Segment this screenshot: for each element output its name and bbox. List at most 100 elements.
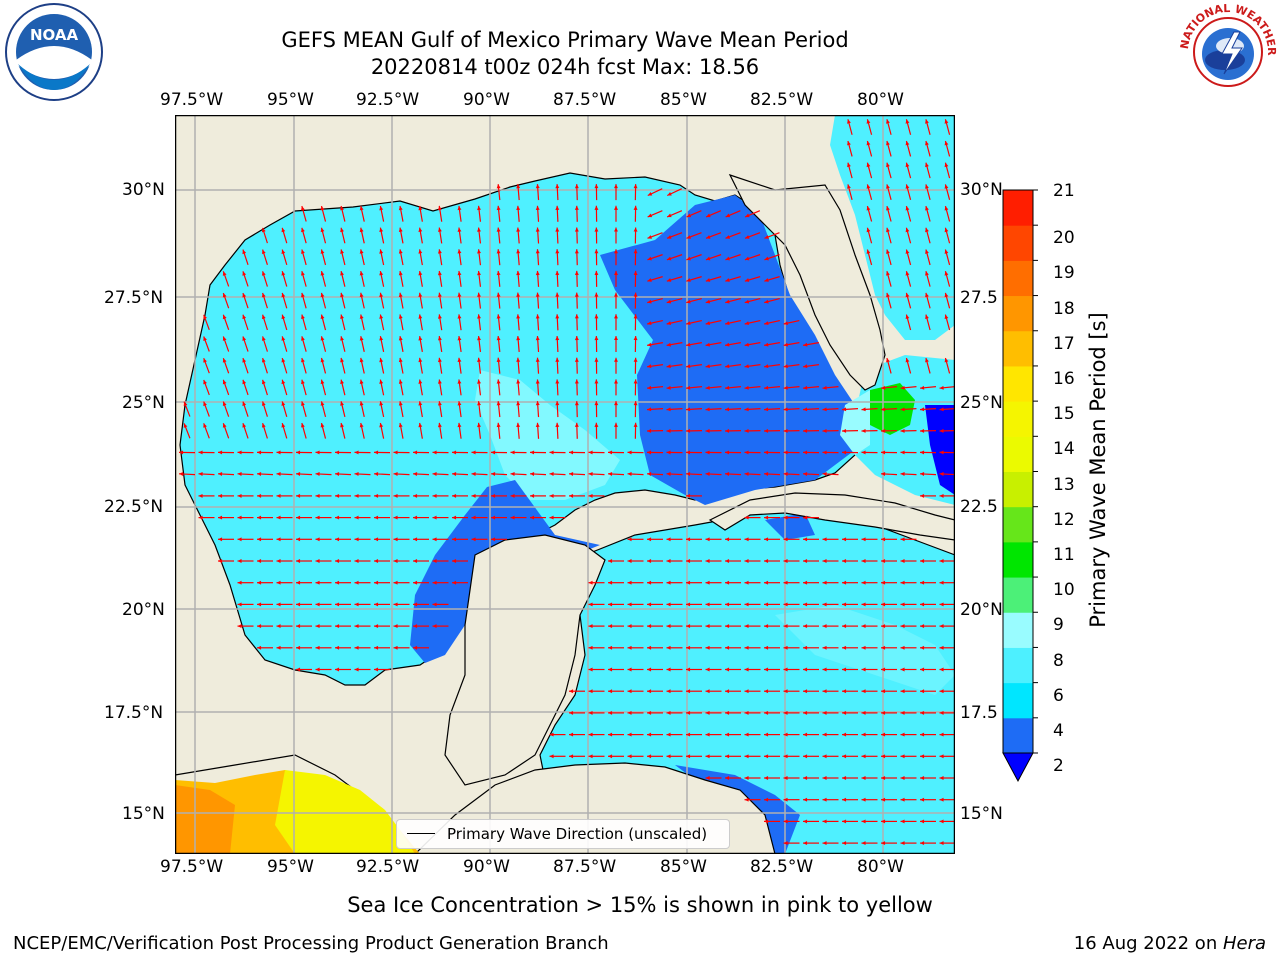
wave-arrow	[535, 184, 540, 201]
wave-arrow	[257, 559, 273, 563]
wave-arrow	[569, 493, 585, 498]
wave-arrow	[686, 298, 702, 304]
wave-arrow	[919, 472, 937, 476]
wave-arrow	[764, 689, 780, 694]
wave-arrow	[477, 379, 482, 396]
wave-arrow	[477, 205, 482, 222]
wave-arrow	[900, 667, 917, 672]
wave-arrow	[608, 580, 624, 585]
wave-arrow	[705, 276, 722, 282]
wave-arrow	[496, 184, 501, 201]
wave-arrow	[802, 364, 820, 369]
wave-arrow	[647, 689, 663, 694]
lon-tick-bottom: 82.5°W	[750, 857, 814, 877]
wave-arrow	[432, 450, 449, 455]
wave-arrow	[944, 271, 951, 287]
wave-arrow	[354, 667, 371, 672]
wave-arrow	[281, 292, 288, 309]
wave-arrow	[633, 270, 638, 287]
wave-arrow	[594, 205, 599, 222]
wave-arrow	[614, 422, 618, 439]
wave-arrow	[783, 819, 800, 824]
wave-arrow	[457, 314, 462, 331]
wave-arrow	[647, 624, 663, 629]
lat-tick-left: 17.5°N	[104, 703, 164, 723]
wave-arrow	[574, 422, 579, 439]
wave-arrow	[183, 401, 191, 417]
wave-arrow	[237, 602, 254, 607]
colorbar-label: Primary Wave Mean Period [s]	[1086, 312, 1110, 628]
wave-arrow	[647, 254, 663, 261]
wave-arrow	[886, 140, 892, 157]
wave-arrow	[744, 450, 761, 455]
wave-arrow	[633, 379, 638, 396]
colorbar-segment	[1003, 647, 1033, 684]
wave-arrow	[783, 624, 800, 629]
wave-arrow	[886, 119, 892, 135]
colorbar-tick: 10	[1053, 580, 1075, 600]
wave-arrow	[320, 205, 327, 222]
colorbar-segment	[1003, 436, 1033, 472]
wave-arrow	[944, 162, 951, 179]
wave-arrow	[705, 602, 722, 607]
wave-arrow	[666, 537, 683, 542]
wave-arrow	[451, 450, 469, 455]
wave-arrow	[686, 624, 702, 629]
wave-arrow	[861, 841, 878, 846]
wave-arrow	[393, 537, 410, 542]
wave-arrow	[535, 401, 540, 418]
colorbar-segment	[1003, 225, 1033, 261]
wave-arrow	[861, 710, 878, 715]
colorbar-segment	[1003, 401, 1033, 437]
wave-arrow	[633, 292, 638, 309]
wave-arrow	[627, 580, 644, 585]
wave-arrow	[939, 732, 956, 737]
wave-arrow	[295, 450, 313, 455]
wave-arrow	[477, 357, 482, 374]
wave-arrow	[432, 472, 449, 476]
wave-arrow	[198, 515, 215, 520]
wave-arrow	[900, 428, 917, 433]
wave-arrow	[398, 270, 404, 287]
wave-arrow	[666, 342, 683, 347]
wave-arrow	[491, 493, 507, 498]
wave-arrow	[783, 797, 800, 802]
wave-arrow	[783, 841, 800, 846]
wave-arrow	[574, 205, 579, 222]
wave-arrow	[437, 205, 443, 222]
wave-arrow	[315, 602, 332, 607]
wave-arrow	[763, 428, 781, 433]
wave-arrow	[452, 537, 468, 542]
wave-arrow	[647, 537, 663, 542]
wave-arrow	[685, 472, 703, 476]
wave-arrow	[614, 270, 618, 287]
colorbar-tick: 8	[1053, 651, 1064, 671]
wave-arrow	[744, 232, 761, 239]
wave-arrow	[257, 624, 273, 629]
wave-arrow	[725, 320, 741, 326]
wave-arrow	[842, 841, 858, 846]
wave-arrow	[744, 515, 761, 520]
wave-arrow	[744, 320, 761, 326]
wave-arrow	[905, 119, 912, 135]
wave-arrow	[783, 689, 800, 694]
wave-arrow	[802, 472, 820, 476]
wave-arrow	[803, 645, 819, 650]
wave-arrow	[178, 450, 196, 455]
wave-arrow	[866, 205, 873, 222]
colorbar-tick: 15	[1053, 404, 1075, 424]
wave-arrow	[614, 227, 618, 244]
wave-arrow	[491, 537, 507, 542]
wave-arrow	[861, 797, 878, 802]
wave-arrow	[822, 645, 839, 650]
wave-arrow	[457, 205, 462, 222]
wave-arrow	[296, 493, 312, 498]
wave-arrow	[301, 271, 307, 287]
wave-arrow	[764, 537, 780, 542]
wave-arrow	[822, 559, 839, 563]
wave-arrow	[920, 645, 936, 650]
wave-arrow	[646, 450, 664, 455]
atlantic-water	[830, 115, 955, 340]
wave-arrow	[920, 602, 936, 607]
wave-arrow	[516, 270, 521, 287]
